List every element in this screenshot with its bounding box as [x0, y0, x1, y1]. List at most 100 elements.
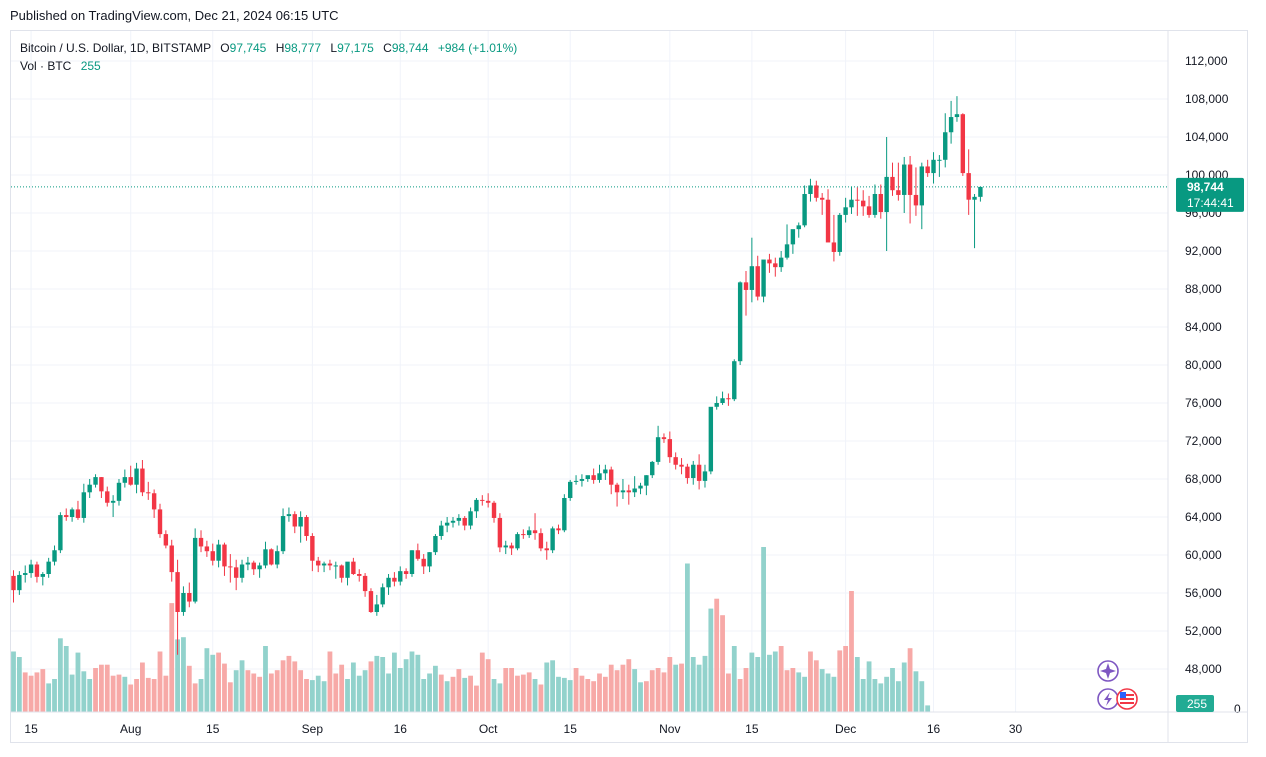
candle	[591, 468, 596, 484]
candle-body	[878, 194, 883, 213]
candle	[825, 189, 831, 243]
candle	[392, 572, 397, 587]
candle	[597, 464, 602, 483]
candle	[737, 281, 743, 365]
candle-body	[573, 480, 579, 482]
symbol-label[interactable]: Bitcoin / U.S. Dollar, 1D, BITSTAMP	[20, 41, 211, 55]
candle-body	[64, 515, 69, 517]
x-tick-label: Aug	[120, 722, 141, 736]
candle-body	[134, 468, 139, 485]
candle-body	[614, 484, 620, 493]
y-tick-label: 56,000	[1185, 586, 1222, 600]
candle-body	[298, 517, 303, 527]
candle-body	[280, 516, 286, 552]
candle	[128, 465, 133, 486]
y-tick-label: 68,000	[1185, 472, 1222, 486]
candle	[749, 237, 755, 303]
candle	[151, 489, 157, 518]
candle-body	[210, 551, 215, 561]
volume-bar	[720, 615, 725, 712]
candle-body	[749, 266, 755, 290]
sparkle-icon[interactable]	[1097, 660, 1119, 682]
candle-body	[948, 117, 954, 133]
candle-body	[966, 173, 971, 200]
lightning-icon[interactable]	[1097, 688, 1119, 710]
candle	[954, 96, 960, 122]
volume-bar	[181, 637, 186, 712]
volume-bar	[362, 670, 368, 712]
volume-bar	[380, 657, 386, 712]
candle-body	[52, 550, 57, 562]
candle	[632, 476, 637, 498]
volume-bar	[46, 683, 52, 712]
volume-bar	[169, 603, 175, 712]
candle-body	[28, 564, 34, 574]
candle	[439, 520, 444, 540]
candle	[872, 184, 878, 218]
candle	[157, 503, 163, 538]
candle-body	[743, 282, 749, 290]
high-value: 98,777	[284, 41, 322, 55]
candle	[808, 178, 813, 202]
candle	[568, 479, 573, 501]
volume-bar	[286, 655, 292, 712]
volume-bar	[16, 657, 22, 712]
candle-body	[204, 546, 210, 552]
volume-bar	[643, 681, 649, 712]
candle-body	[462, 517, 467, 526]
candle-body	[339, 565, 344, 578]
volume-bar	[280, 660, 286, 712]
candle-body	[157, 509, 163, 535]
candle-body	[825, 199, 831, 243]
y-tick-label: 72,000	[1185, 434, 1222, 448]
open-value: 97,745	[229, 41, 267, 55]
candle-body	[644, 475, 649, 486]
volume-bar	[579, 675, 585, 712]
candle	[515, 532, 520, 551]
volume-bar	[620, 664, 626, 712]
candle-body	[972, 196, 977, 200]
candle-body	[239, 564, 245, 578]
candle	[105, 486, 110, 507]
us-flag-icon[interactable]	[1116, 688, 1138, 710]
candle-body	[263, 549, 268, 566]
published-caption: Published on TradingView.com, Dec 21, 20…	[10, 8, 339, 23]
low-value: 97,175	[337, 41, 374, 55]
candle	[333, 561, 338, 579]
candle	[304, 515, 309, 541]
candle-body	[907, 164, 913, 195]
volume-tag-value: 255	[1187, 697, 1207, 711]
candle-body	[491, 502, 497, 518]
volume-bar	[222, 663, 227, 712]
candle-body	[802, 194, 807, 226]
candle-body	[40, 574, 45, 577]
candle-body	[556, 528, 561, 531]
volume-bar	[632, 669, 638, 712]
volume-bar	[808, 651, 813, 712]
candle-body	[638, 485, 643, 489]
candle-body	[105, 491, 110, 503]
volume-bar	[884, 676, 890, 712]
candle	[685, 463, 690, 484]
volume-bar	[561, 677, 567, 712]
volume-bar	[913, 671, 919, 712]
volume-bar	[497, 683, 503, 712]
y-tick-label: 60,000	[1185, 548, 1222, 562]
volume-bar	[608, 664, 614, 712]
candle	[778, 251, 784, 272]
volume-bar	[638, 682, 643, 712]
candle	[169, 539, 174, 582]
candle-body	[679, 464, 684, 467]
candle	[140, 460, 145, 497]
candle-body	[233, 567, 239, 578]
volume-label[interactable]: Vol · BTC	[20, 59, 72, 73]
candle	[837, 213, 842, 256]
volume-bar	[186, 665, 192, 712]
volume-bar	[825, 673, 831, 712]
candle-body	[509, 545, 514, 549]
candle	[222, 542, 227, 576]
volume-bar	[708, 608, 714, 712]
candle-body	[58, 515, 63, 551]
volume-bar	[397, 668, 403, 712]
